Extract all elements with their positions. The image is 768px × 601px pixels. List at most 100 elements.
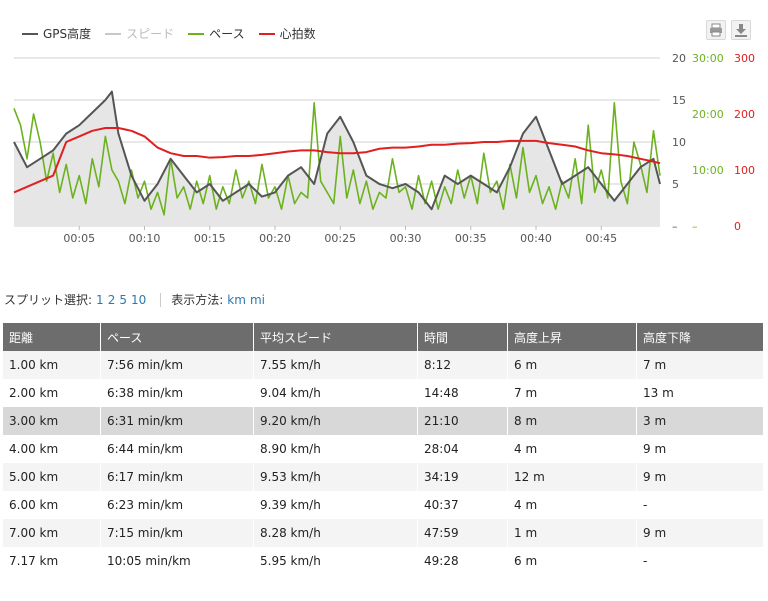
table-cell: 10:05 min/km <box>100 547 254 575</box>
table-cell: 6.00 km <box>3 491 101 519</box>
table-cell: 7:56 min/km <box>100 351 254 379</box>
chart-series <box>13 90 661 216</box>
split-option-10[interactable]: 10 <box>130 292 147 307</box>
column-header[interactable]: 平均スピード <box>253 323 418 351</box>
x-axis: 00:05 00:10 00:15 00:20 00:25 00:30 00:35 00:40… <box>63 226 617 243</box>
unit-option-mi[interactable]: mi <box>249 292 265 307</box>
heart-rate-tick-label: 100 <box>734 164 755 177</box>
split-controls: スプリット選択: 1 2 5 10 表示方法: km mi <box>4 291 269 308</box>
table-cell: 1 m <box>507 519 637 547</box>
table-cell: 6 m <box>507 351 637 379</box>
table-cell: 8:12 <box>417 351 508 379</box>
split-option-1[interactable]: 1 <box>96 292 104 307</box>
splits-table: 距離 ペース 平均スピード 時間 高度上昇 高度下降 1.00 km 7:56 m… <box>3 323 764 575</box>
table-cell: 28:04 <box>417 435 508 463</box>
legend-swatch <box>188 32 205 35</box>
table-row[interactable]: 7.17 km 10:05 min/km 5.95 km/h 49:28 6 m- <box>3 547 764 575</box>
altitude-fill <box>14 91 660 226</box>
table-cell: 9 m <box>636 435 764 463</box>
table-cell: 12 m <box>507 463 637 491</box>
pace-tick-label: 30:00 <box>692 52 724 65</box>
column-header[interactable]: ペース <box>100 323 254 351</box>
table-cell: 8.28 km/h <box>253 519 418 547</box>
legend-item-heart-rate[interactable]: 心拍数 <box>258 25 316 42</box>
table-cell: 7.17 km <box>3 547 101 575</box>
legend-label: スピード <box>126 27 175 41</box>
table-cell: 40:37 <box>417 491 508 519</box>
print-button[interactable] <box>706 20 726 40</box>
table-cell: 49:28 <box>417 547 508 575</box>
table-cell: 7.00 km <box>3 519 101 547</box>
heart-rate-tick-label: 200 <box>734 108 755 121</box>
split-select-label: スプリット選択: <box>4 293 93 307</box>
column-header[interactable]: 距離 <box>3 323 101 351</box>
x-tick-label: 00:25 <box>324 232 356 243</box>
legend-item-pace[interactable]: ペース <box>188 25 245 42</box>
divider <box>160 292 162 307</box>
series-line <box>13 101 661 216</box>
legend-swatch <box>105 32 122 35</box>
unit-option-km[interactable]: km <box>227 292 246 307</box>
table-cell: 7 m <box>636 351 764 379</box>
table-row[interactable]: 6.00 km 6:23 min/km 9.39 km/h 40:37 4 m- <box>3 491 764 519</box>
table-cell: - <box>636 547 764 575</box>
table-cell: 3.00 km <box>3 407 101 435</box>
legend-swatch <box>22 32 38 35</box>
table-cell: 4 m <box>507 491 637 519</box>
x-tick-label: 00:15 <box>194 232 226 243</box>
column-header[interactable]: 高度下降 <box>636 323 764 351</box>
download-icon <box>735 24 747 37</box>
table-cell: 6:23 min/km <box>100 491 254 519</box>
chart-legend: GPS高度 スピード ペース 心拍数 <box>22 25 316 42</box>
table-cell: 7 m <box>507 379 637 407</box>
table-header-row: 距離 ペース 平均スピード 時間 高度上昇 高度下降 <box>3 323 764 351</box>
altitude-tick-label: 15 <box>672 94 686 107</box>
legend-label: 心拍数 <box>279 27 316 41</box>
split-option-5[interactable]: 5 <box>119 292 127 307</box>
legend-label: ペース <box>209 27 245 41</box>
column-header[interactable]: 時間 <box>417 323 508 351</box>
legend-item-speed[interactable]: スピード <box>105 25 174 42</box>
x-tick-label: 00:05 <box>63 232 95 243</box>
table-cell: 9.39 km/h <box>253 491 418 519</box>
download-button[interactable] <box>731 20 751 40</box>
legend-label: GPS高度 <box>43 27 92 41</box>
table-cell: 9.04 km/h <box>253 379 418 407</box>
column-header[interactable]: 高度上昇 <box>507 323 637 351</box>
heart-rate-tick-label: 300 <box>734 52 755 65</box>
pace-tick-label: 10:00 <box>692 164 724 177</box>
table-cell: 8 m <box>507 407 637 435</box>
split-option-2[interactable]: 2 <box>107 292 116 307</box>
x-tick-label: 00:40 <box>520 232 552 243</box>
display-method-label: 表示方法: <box>171 293 224 307</box>
altitude-area <box>14 91 660 226</box>
table-cell: 6 m <box>507 547 637 575</box>
table-cell: 8.90 km/h <box>253 435 418 463</box>
table-cell: 9 m <box>636 463 764 491</box>
pace-tick-label: 20:00 <box>692 108 724 121</box>
altitude-tick-label: 5 <box>672 178 679 191</box>
table-row[interactable]: 2.00 km 6:38 min/km 9.04 km/h 14:48 7 m 13 m <box>3 379 764 407</box>
table-cell: 9.20 km/h <box>253 407 418 435</box>
series-line <box>13 90 661 211</box>
table-cell: 7.55 km/h <box>253 351 418 379</box>
x-tick-label: 00:35 <box>455 232 487 243</box>
legend-item-gps-altitude[interactable]: GPS高度 <box>22 25 91 42</box>
table-cell: 47:59 <box>417 519 508 547</box>
heart-rate-tick-label: 0 <box>734 220 741 233</box>
legend-swatch <box>258 32 275 35</box>
table-cell: 6:17 min/km <box>100 463 254 491</box>
table-cell: 9.53 km/h <box>253 463 418 491</box>
x-tick-label: 00:10 <box>129 232 161 243</box>
table-cell: 5.00 km <box>3 463 101 491</box>
printer-icon <box>710 23 722 37</box>
table-cell: 3 m <box>636 407 764 435</box>
table-cell: 14:48 <box>417 379 508 407</box>
table-cell: 7:15 min/km <box>100 519 254 547</box>
table-cell: 13 m <box>636 379 764 407</box>
